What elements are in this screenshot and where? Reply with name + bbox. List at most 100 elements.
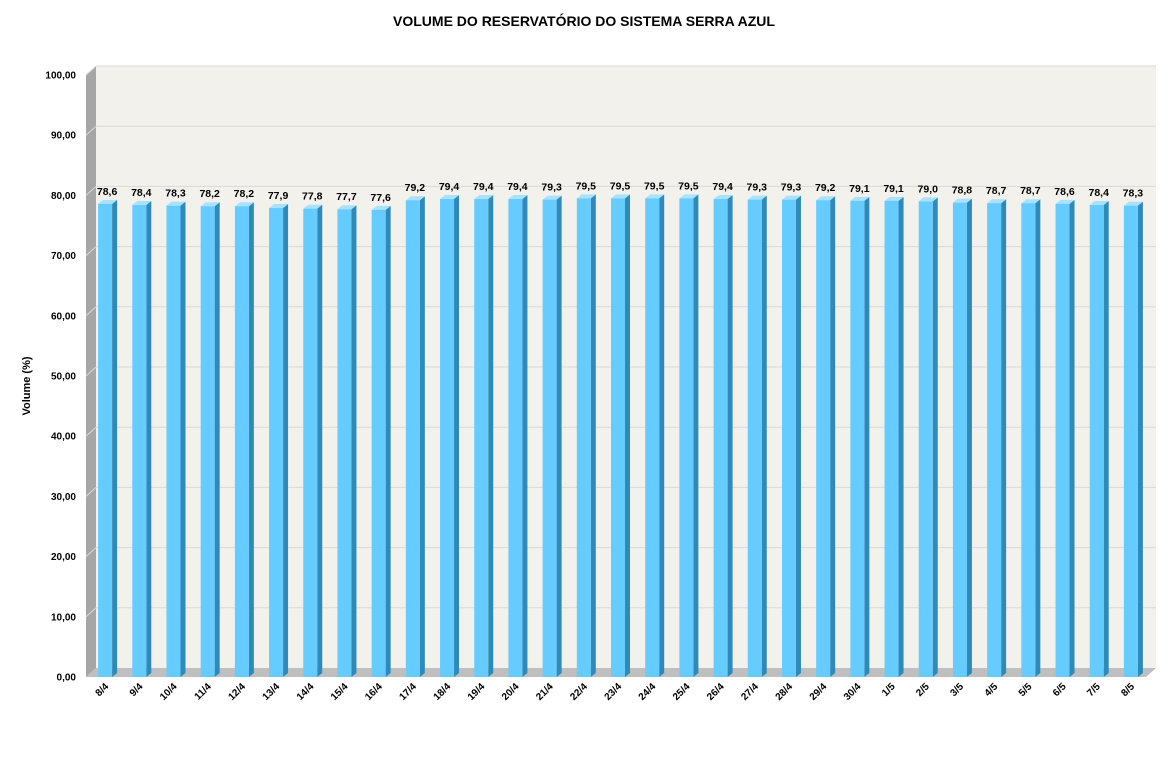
y-axis-ticks: 0,00 10,00 20,00 30,00 40,00 50,00 60,00 70,00 8…: [45, 71, 76, 684]
bar: [747, 195, 767, 677]
bar-side: [625, 194, 630, 677]
x-tick-label: 29/4: [808, 681, 830, 703]
bar-top: [234, 202, 254, 207]
data-label: 78,2: [199, 188, 220, 200]
y-axis-label: Volume (%): [21, 356, 33, 415]
bar: [884, 196, 904, 677]
data-label: 79,1: [849, 183, 870, 195]
bar-side: [385, 205, 391, 677]
bar-side: [1137, 201, 1143, 677]
bar-front: [542, 199, 557, 677]
bar-side: [864, 196, 870, 677]
bar-top: [474, 195, 494, 200]
bar-front: [713, 199, 728, 677]
bar-top: [440, 195, 460, 200]
bar: [269, 204, 289, 678]
data-label: 79,5: [576, 180, 597, 192]
bar-top: [645, 194, 665, 199]
bar-front: [952, 202, 967, 677]
x-tick-label: 23/4: [603, 681, 625, 703]
bar-side: [146, 201, 152, 678]
data-label: 79,3: [781, 182, 802, 194]
y-tick-label: 70,00: [51, 251, 76, 262]
bar-front: [1055, 203, 1070, 677]
bar-side: [248, 202, 254, 677]
bar: [952, 198, 972, 677]
y-tick-label: 50,00: [51, 372, 76, 383]
bar-front: [850, 200, 865, 677]
bar-side: [795, 195, 801, 677]
x-axis-ticks: 8/4 9/4 10/4 11/4 12/4 13/4 14/4 15/4 16/4 17/4 18…: [94, 681, 1138, 703]
x-tick-label: 5/5: [1017, 681, 1035, 699]
bar-top: [816, 196, 836, 201]
chart-title: VOLUME DO RESERVATÓRIO DO SISTEMA SERRA …: [393, 12, 775, 29]
bar-top: [611, 194, 630, 199]
bar: [713, 195, 733, 677]
y-tick-label: 80,00: [51, 191, 76, 202]
x-tick-label: 20/4: [500, 681, 522, 703]
bar-side: [590, 194, 596, 677]
bar: [200, 202, 220, 677]
bar-side: [830, 196, 836, 677]
bar-top: [1089, 201, 1109, 206]
bar-side: [932, 197, 938, 678]
x-tick-label: 19/4: [466, 681, 488, 703]
gridline: [85, 186, 97, 196]
data-label: 78,2: [234, 188, 255, 200]
data-label: 79,1: [883, 183, 904, 195]
gridline: [85, 607, 97, 618]
gridline: [85, 125, 97, 136]
x-tick-label: 1/5: [880, 681, 898, 699]
bar-side: [317, 204, 323, 678]
bar-top: [542, 195, 562, 200]
bar-front: [303, 208, 318, 678]
bar-top: [405, 196, 425, 201]
bar-side: [351, 205, 357, 677]
bar-top: [679, 194, 699, 199]
bar-top: [303, 204, 323, 209]
bar: [542, 195, 562, 677]
bar-side: [419, 196, 425, 677]
bar-top: [508, 195, 528, 200]
bar-top: [918, 197, 938, 202]
bar-front: [234, 206, 249, 677]
data-label: 79,5: [644, 180, 665, 192]
x-tick-label: 17/4: [397, 681, 419, 703]
x-tick-label: 16/4: [363, 681, 385, 703]
data-labels: 78,6 78,4 78,3 78,2 78,2 77,9 77,8 77,7 77,6 79,2…: [97, 180, 1143, 203]
x-tick-label: 2/5: [914, 681, 932, 699]
bar-top: [952, 198, 972, 203]
bar-top: [713, 195, 733, 200]
bar-front: [371, 209, 386, 677]
bar-top: [1021, 199, 1041, 204]
bar-side: [283, 204, 289, 678]
bar-top: [200, 202, 220, 207]
bar-side: [898, 196, 904, 677]
gridline: [85, 547, 97, 557]
bar-top: [371, 205, 391, 210]
bar: [508, 195, 528, 677]
bar: [405, 196, 425, 677]
gridline: [85, 487, 97, 497]
y-tick-label: 20,00: [51, 552, 76, 563]
data-label: 78,6: [97, 186, 118, 198]
x-tick-label: 6/5: [1051, 681, 1069, 699]
bar-side: [180, 201, 186, 677]
x-tick-label: 9/4: [128, 681, 146, 699]
bar-side: [659, 194, 665, 677]
bar-top: [1055, 199, 1075, 204]
bar: [1055, 199, 1075, 677]
data-label: 79,2: [405, 182, 426, 194]
bar-side: [522, 195, 528, 677]
bar-top: [747, 195, 767, 200]
bar: [303, 204, 323, 678]
bar-side: [966, 198, 972, 677]
x-tick-label: 30/4: [842, 681, 864, 703]
bar-front: [611, 198, 625, 677]
gridline: [85, 246, 97, 256]
bar: [98, 199, 118, 677]
bar-top: [98, 199, 118, 204]
data-label: 78,3: [1123, 188, 1144, 200]
